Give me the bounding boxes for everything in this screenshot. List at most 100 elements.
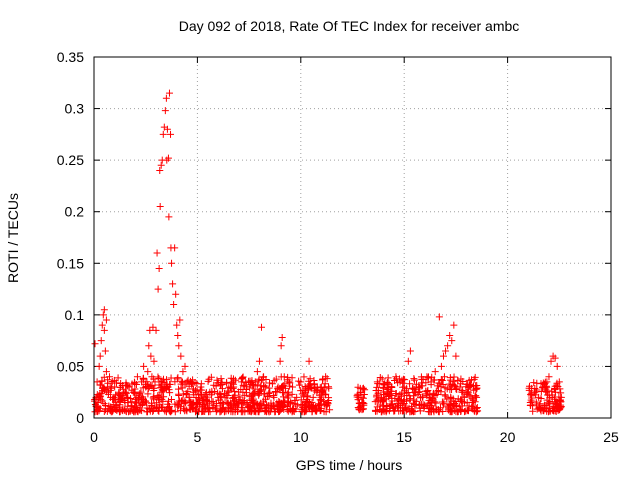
data-point-dense: [379, 383, 387, 391]
data-point: [176, 316, 184, 324]
data-point-dense: [426, 391, 434, 399]
data-point: [159, 130, 167, 138]
data-point-dense: [376, 401, 384, 409]
data-point-dense: [533, 379, 541, 387]
data-point-dense: [529, 407, 537, 415]
data-point: [437, 362, 445, 370]
data-point: [148, 373, 156, 381]
data-point-dense: [187, 379, 195, 387]
chart-title: Day 092 of 2018, Rate Of TEC Index for r…: [179, 18, 520, 34]
data-point-dense: [142, 399, 150, 407]
data-point: [276, 357, 284, 365]
data-point: [100, 306, 108, 314]
data-point: [99, 311, 107, 319]
data-point-dense: [166, 389, 174, 397]
data-point: [144, 368, 152, 376]
data-point: [151, 378, 159, 386]
data-point-dense: [444, 402, 452, 410]
data-point-dense: [322, 408, 330, 416]
data-point-dense: [219, 400, 227, 408]
data-point: [270, 393, 278, 401]
data-point-dense: [376, 374, 384, 382]
data-point: [439, 352, 447, 360]
data-point-dense: [216, 390, 224, 398]
data-point: [435, 313, 443, 321]
data-point-dense: [314, 401, 322, 409]
data-point-dense: [102, 401, 110, 409]
data-point-dense: [396, 391, 404, 399]
data-point: [243, 399, 251, 407]
data-point: [473, 393, 481, 401]
data-point-dense: [217, 375, 225, 383]
data-point: [450, 321, 458, 329]
data-point: [162, 94, 170, 102]
data-point: [239, 388, 247, 396]
data-point: [157, 161, 165, 169]
data-point: [131, 395, 139, 403]
data-point: [535, 393, 543, 401]
data-point-dense: [557, 389, 565, 397]
data-point: [324, 399, 332, 407]
data-point-dense: [246, 377, 254, 385]
data-point-dense: [397, 401, 405, 409]
data-point: [255, 357, 263, 365]
data-point-dense: [373, 383, 381, 391]
data-point-dense: [354, 403, 362, 411]
data-point-dense: [443, 395, 451, 403]
data-point-dense: [229, 375, 237, 383]
data-point: [262, 383, 270, 391]
data-point-dense: [178, 377, 186, 385]
data-point-dense: [174, 385, 182, 393]
data-point-dense: [128, 380, 136, 388]
data-point-dense: [471, 373, 479, 381]
data-point: [109, 395, 117, 403]
data-point-dense: [432, 399, 440, 407]
data-point-dense: [425, 396, 433, 404]
data-point-dense: [117, 380, 125, 388]
data-point: [253, 368, 261, 376]
data-point-dense: [265, 384, 273, 392]
data-point-dense: [450, 407, 458, 415]
data-point: [98, 321, 106, 329]
data-point-dense: [91, 408, 99, 416]
data-point-dense: [242, 379, 250, 387]
data-point: [121, 399, 129, 407]
data-point-dense: [182, 389, 190, 397]
data-point-dense: [433, 391, 441, 399]
data-point: [258, 323, 266, 331]
data-point-dense: [472, 392, 480, 400]
data-point-dense: [373, 391, 381, 399]
data-point: [377, 393, 385, 401]
data-point: [125, 383, 133, 391]
data-point-dense: [278, 400, 286, 408]
y-tick-label: 0.1: [65, 307, 85, 323]
data-point-dense: [95, 407, 103, 415]
data-point-dense: [165, 386, 173, 394]
data-point-dense: [95, 392, 103, 400]
data-point-dense: [255, 388, 263, 396]
data-point-dense: [114, 374, 122, 382]
data-point-dense: [440, 400, 448, 408]
data-point-dense: [429, 395, 437, 403]
data-point: [103, 383, 111, 391]
data-point-dense: [224, 400, 232, 408]
data-point: [396, 378, 404, 386]
data-point: [460, 393, 468, 401]
data-point: [113, 402, 121, 410]
data-point-dense: [546, 394, 554, 402]
data-point-dense: [441, 392, 449, 400]
data-point-dense: [325, 383, 333, 391]
data-point-dense: [301, 408, 309, 416]
data-point: [97, 337, 105, 345]
x-tick-label: 5: [194, 429, 202, 445]
data-point-dense: [177, 403, 185, 411]
data-point: [468, 399, 476, 407]
data-point-dense: [116, 408, 123, 416]
data-point: [163, 125, 171, 133]
data-point-dense: [465, 376, 473, 384]
data-point-dense: [209, 398, 217, 406]
data-point: [179, 368, 187, 376]
data-point-dense: [450, 373, 458, 381]
data-point: [423, 373, 431, 381]
data-point-dense: [308, 404, 316, 412]
